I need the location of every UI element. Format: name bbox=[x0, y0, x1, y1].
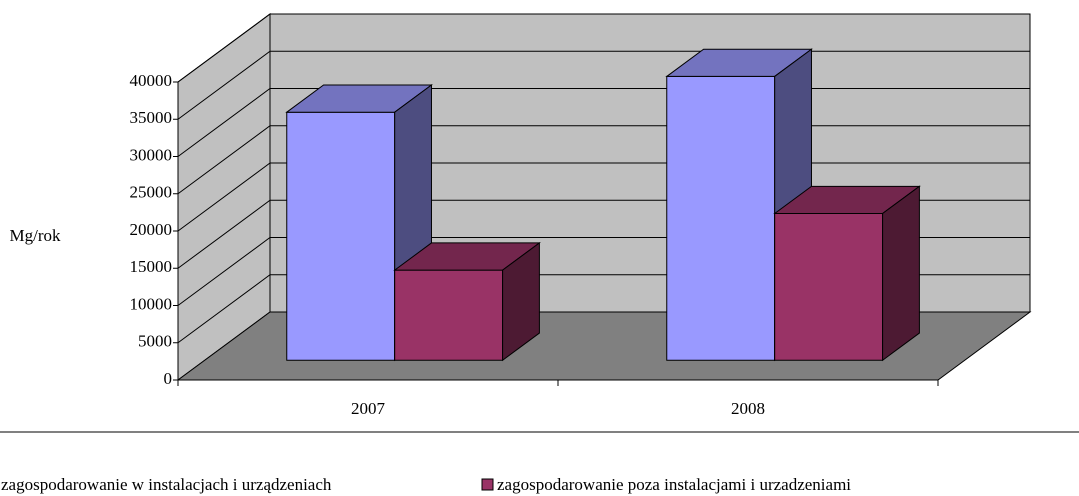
bar-front bbox=[774, 213, 884, 361]
y-tick-label: 40000 bbox=[130, 71, 173, 90]
bar-front bbox=[286, 111, 396, 361]
bar-side bbox=[502, 241, 540, 362]
y-tick-label: 30000 bbox=[130, 145, 173, 164]
y-tick-label: 25000 bbox=[130, 183, 173, 202]
bar-front bbox=[666, 75, 776, 361]
legend-label: zagospodarowanie poza instalacjami i urz… bbox=[497, 475, 851, 494]
y-tick-label: 20000 bbox=[130, 220, 173, 239]
y-tick-label: 10000 bbox=[130, 294, 173, 313]
y-tick-label: 15000 bbox=[130, 257, 173, 276]
y-axis-label: Mg/rok bbox=[10, 226, 62, 245]
y-tick-label: 35000 bbox=[130, 108, 173, 127]
y-tick-label: 0 bbox=[164, 369, 173, 388]
x-tick-label: 2007 bbox=[351, 399, 386, 418]
grid-line bbox=[177, 13, 1030, 83]
legend-swatch bbox=[481, 478, 494, 491]
y-tick-label: 5000 bbox=[138, 332, 172, 351]
legend-label: zagospodarowanie w instalacjach i urządz… bbox=[1, 475, 332, 494]
x-tick-label: 2008 bbox=[731, 399, 765, 418]
bar-front bbox=[394, 269, 504, 361]
bar-side bbox=[882, 185, 920, 362]
